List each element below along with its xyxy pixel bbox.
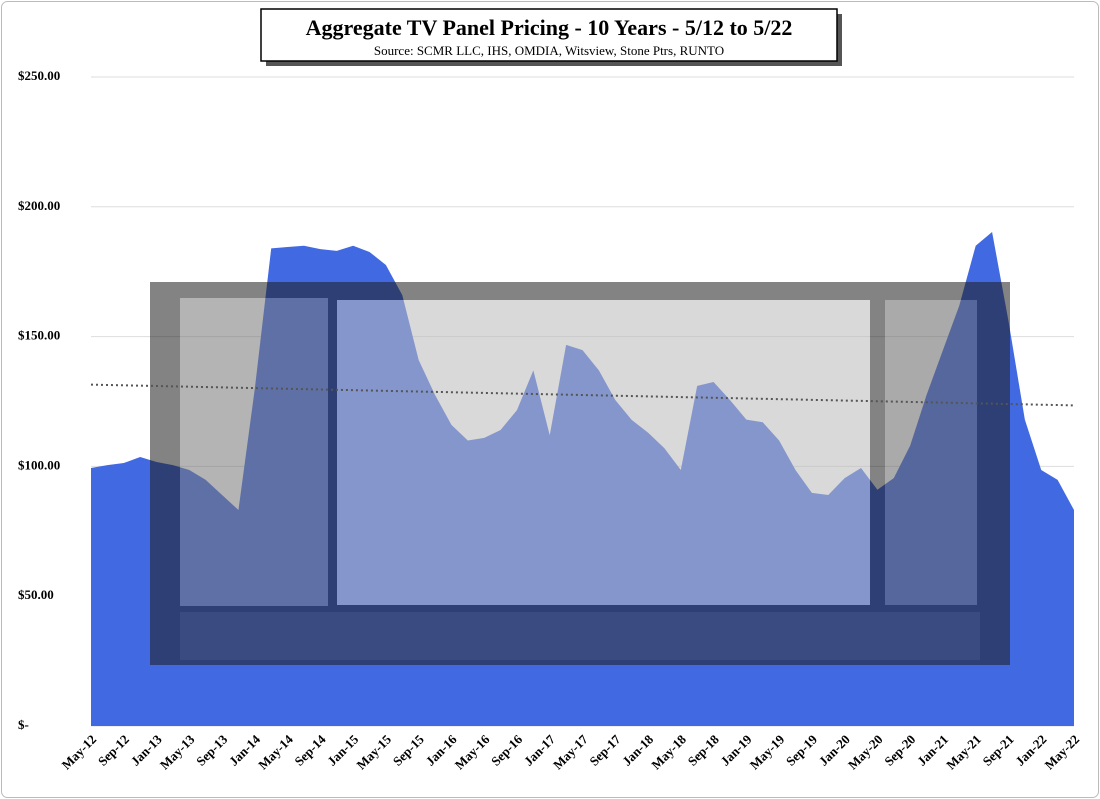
tv-illustration [150, 282, 1010, 665]
tv-base [180, 612, 980, 660]
y-tick-label: $250.00 [18, 68, 60, 83]
y-tick-label: $- [18, 717, 29, 732]
y-tick-label: $150.00 [18, 328, 60, 343]
title-box [260, 8, 838, 62]
tv-screen-frame [337, 300, 870, 605]
tv-control-panel [885, 300, 977, 605]
y-tick-label: $50.00 [18, 587, 54, 602]
chart-subtitle: Source: SCMR LLC, IHS, OMDIA, Witsview, … [374, 43, 724, 58]
chart-title: Aggregate TV Panel Pricing - 10 Years - … [306, 15, 793, 40]
y-tick-label: $100.00 [18, 457, 60, 472]
trend-line [90, 383, 1075, 407]
y-tick-label: $200.00 [18, 198, 60, 213]
tv-speaker [180, 298, 328, 606]
